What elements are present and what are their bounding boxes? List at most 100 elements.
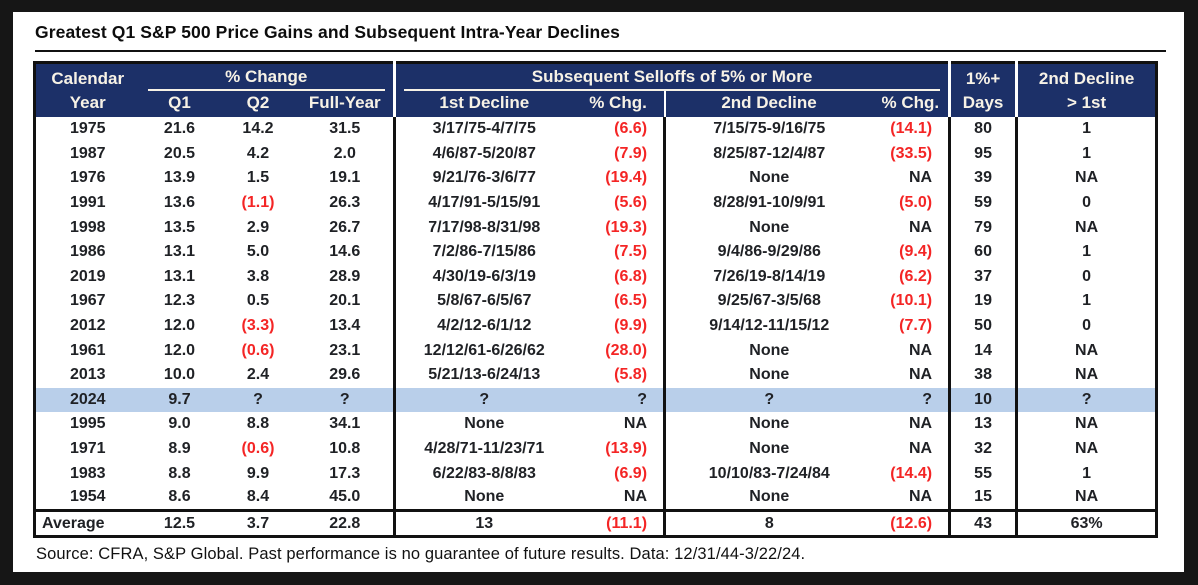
cell-q2: 14.2 bbox=[242, 120, 274, 138]
cell-first-decline: 5/8/67-6/5/67 bbox=[393, 289, 573, 314]
cell-first-decline: 4/28/71-11/23/71 bbox=[393, 436, 573, 462]
cell-first-decline: 4/6/87-5/20/87 bbox=[393, 141, 573, 167]
cell-q2: 8.4 bbox=[246, 488, 270, 506]
cell-full-year: 23.1 bbox=[329, 341, 361, 359]
avg-1st-decline-count: 13 bbox=[393, 510, 573, 537]
avg-1st-decline-pct: (11.1) bbox=[606, 514, 648, 532]
cell-q1: 12.0 bbox=[163, 317, 196, 335]
cell-q2: ? bbox=[219, 387, 297, 413]
cell-second-decline: ? bbox=[663, 387, 873, 413]
header-row-columns: Year Q1 Q2 Full-Year 1st Decline % Chg. … bbox=[34, 91, 1157, 117]
title-underline bbox=[35, 50, 1166, 52]
cell-second-decline-pct-chg: (6.2) bbox=[899, 267, 933, 285]
source-note: Source: CFRA, S&P Global. Past performan… bbox=[36, 545, 806, 563]
header-year: Year bbox=[34, 91, 140, 117]
table-header: Calendar % Change Subsequent Selloffs of… bbox=[34, 62, 1157, 117]
table-row: 2013 10.0 2.4 29.6 5/21/13-6/24/13 (5.8) None N… bbox=[35, 362, 1157, 388]
cell-second-decline-pct-chg: (14.4) bbox=[890, 464, 933, 482]
table-row: 2024 9.7?????? 10? bbox=[34, 387, 1157, 413]
cell-q2: 5.0 bbox=[246, 243, 270, 261]
cell-year: 2024 bbox=[34, 387, 140, 413]
cell-first-decline-pct-chg: (6.8) bbox=[614, 267, 648, 285]
cell-one-pct-days: 19 bbox=[948, 289, 1017, 314]
cell-first-decline: 7/2/86-7/15/86 bbox=[393, 239, 573, 265]
table-row: 1971 8.9 (0.6) 10.8 4/28/71-11/23/71 (13.9) No… bbox=[35, 436, 1157, 462]
cell-second-decline: None bbox=[663, 215, 873, 240]
avg-2nd-gt-1st: 63% bbox=[1015, 510, 1157, 537]
cell-first-decline: 4/30/19-6/3/19 bbox=[393, 264, 573, 290]
cell-q1: 20.5 bbox=[163, 144, 196, 162]
cell-q1: 13.5 bbox=[163, 218, 196, 236]
header-2nd-decline-gt: 2nd Decline bbox=[1015, 62, 1157, 91]
table-row: 1975 21.6 14.2 31.5 3/17/75-4/7/75 (6.6) 7/15/… bbox=[35, 117, 1157, 142]
header-pct-chg-1: % Chg. bbox=[572, 91, 665, 117]
cell-second-gt-first: 1 bbox=[1015, 239, 1157, 265]
cell-second-decline: None bbox=[663, 338, 873, 363]
table-row: 1961 12.0 (0.6) 23.1 12/12/61-6/26/62 (28.0) N… bbox=[35, 338, 1157, 363]
cell-year: 1954 bbox=[69, 488, 106, 506]
cell-second-gt-first: NA bbox=[1015, 338, 1157, 363]
cell-second-decline: None bbox=[663, 362, 873, 388]
header-group-pct-change: % Change bbox=[139, 62, 395, 91]
cell-first-decline: 9/21/76-3/6/77 bbox=[393, 166, 573, 191]
cell-first-decline-pct-chg: ? bbox=[572, 387, 665, 413]
header-days: Days bbox=[948, 91, 1017, 117]
cell-second-gt-first: 1 bbox=[1015, 141, 1157, 167]
cell-second-gt-first: NA bbox=[1015, 485, 1157, 511]
cell-one-pct-days: 80 bbox=[948, 117, 1017, 142]
cell-first-decline-pct-chg: (19.3) bbox=[605, 218, 648, 236]
cell-one-pct-days: 39 bbox=[948, 166, 1017, 191]
header-pct-chg-2: % Chg. bbox=[872, 91, 950, 117]
cell-q1: 13.6 bbox=[163, 194, 196, 212]
cell-full-year: 14.6 bbox=[329, 243, 361, 261]
cell-second-decline: None bbox=[663, 412, 873, 437]
cell-full-year: 2.0 bbox=[333, 144, 356, 162]
avg-2nd-decline-count: 8 bbox=[663, 510, 873, 537]
cell-one-pct-days: 59 bbox=[948, 190, 1017, 216]
cell-full-year: 45.0 bbox=[329, 488, 361, 506]
cell-second-decline: None bbox=[663, 485, 873, 511]
cell-q2: 1.5 bbox=[246, 169, 270, 187]
cell-year: 1967 bbox=[69, 292, 106, 310]
cell-second-gt-first: 1 bbox=[1015, 289, 1157, 314]
cell-second-decline: 9/4/86-9/29/86 bbox=[663, 239, 873, 265]
cell-first-decline-pct-chg: (5.6) bbox=[614, 194, 648, 212]
cell-one-pct-days: 50 bbox=[948, 313, 1017, 339]
cell-second-decline: 10/10/83-7/24/84 bbox=[663, 461, 873, 486]
cell-q1: 12.0 bbox=[163, 341, 196, 359]
cell-second-gt-first: 1 bbox=[1015, 461, 1157, 486]
cell-year: 1975 bbox=[69, 120, 106, 138]
cell-first-decline-pct-chg: (6.6) bbox=[614, 120, 648, 138]
cell-full-year: 19.1 bbox=[329, 169, 361, 187]
cell-full-year: 28.9 bbox=[329, 267, 361, 285]
cell-second-decline: None bbox=[663, 166, 873, 191]
cell-second-decline-pct-chg: NA bbox=[908, 415, 933, 433]
cell-year: 1971 bbox=[69, 440, 106, 458]
cell-q2: 8.8 bbox=[246, 415, 270, 433]
table-row: 1986 13.1 5.0 14.6 7/2/86-7/15/86 (7.5) 9/4/86… bbox=[35, 239, 1157, 265]
cell-q2: 4.2 bbox=[246, 144, 270, 162]
header-2nd-decline: 2nd Decline bbox=[663, 91, 873, 117]
cell-second-gt-first: ? bbox=[1015, 387, 1157, 413]
cell-full-year: 10.8 bbox=[329, 440, 361, 458]
header-one-pct-plus: 1%+ bbox=[948, 62, 1017, 91]
cell-first-decline-pct-chg: (7.5) bbox=[614, 243, 648, 261]
cell-second-decline: 9/25/67-3/5/68 bbox=[663, 289, 873, 314]
cell-first-decline: None bbox=[393, 485, 573, 511]
cell-second-decline-pct-chg: (5.0) bbox=[899, 194, 933, 212]
avg-full-year: 22.8 bbox=[329, 514, 361, 532]
cell-second-gt-first: NA bbox=[1015, 412, 1157, 437]
table-row: 1967 12.3 0.5 20.1 5/8/67-6/5/67 (6.5) 9/25/67… bbox=[35, 289, 1157, 314]
cell-year: 1998 bbox=[69, 218, 106, 236]
cell-q2: (1.1) bbox=[241, 194, 275, 212]
cell-q2: (0.6) bbox=[241, 440, 275, 458]
cell-first-decline: 12/12/61-6/26/62 bbox=[393, 338, 573, 363]
cell-second-gt-first: NA bbox=[1015, 166, 1157, 191]
cell-second-decline-pct-chg: NA bbox=[908, 440, 933, 458]
cell-second-gt-first: 0 bbox=[1015, 313, 1157, 339]
cell-full-year: 26.3 bbox=[329, 194, 361, 212]
cell-q1: 13.9 bbox=[163, 169, 196, 187]
header-row-groups: Calendar % Change Subsequent Selloffs of… bbox=[34, 62, 1157, 91]
cell-second-decline-pct-chg: NA bbox=[908, 366, 933, 384]
cell-first-decline-pct-chg: NA bbox=[623, 415, 648, 433]
